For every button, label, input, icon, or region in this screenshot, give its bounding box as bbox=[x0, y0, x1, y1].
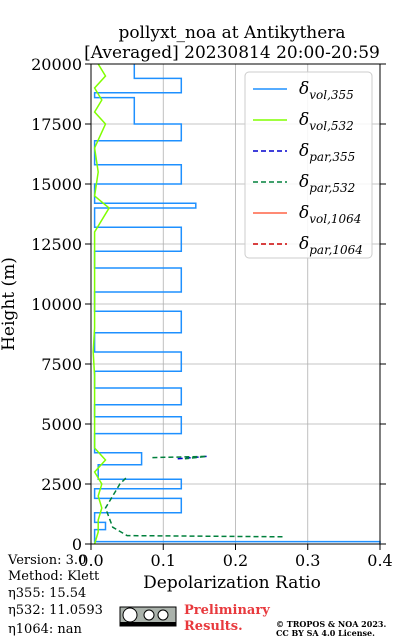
x-tick-label: 0.0 bbox=[78, 551, 103, 570]
y-tick-label: 20000 bbox=[31, 55, 82, 74]
legend-label: δvol,355 bbox=[299, 79, 354, 102]
note: η355: 15.54 bbox=[8, 586, 86, 601]
note: η1064: nan bbox=[8, 622, 83, 637]
note: η532: 11.0593 bbox=[8, 603, 103, 618]
legend-label: δvol,1064 bbox=[299, 203, 361, 226]
y-tick-label: 17500 bbox=[31, 115, 82, 134]
note: Version: 3.0 bbox=[7, 553, 86, 568]
legend-box bbox=[244, 71, 373, 259]
legend-label: δpar,532 bbox=[299, 172, 355, 195]
legend: δvol,355 δvol,532 δpar,355 δpar,532 δvol,106… bbox=[244, 71, 373, 259]
x-axis-label: Depolarization Ratio bbox=[143, 573, 321, 593]
preliminary-label: Preliminary bbox=[184, 603, 270, 618]
y-axis-label: Height (m) bbox=[0, 257, 19, 351]
x-tick-label: 0.1 bbox=[151, 551, 176, 570]
y-tick-label: 12500 bbox=[31, 235, 82, 254]
y-tick-label: 7500 bbox=[41, 355, 82, 374]
x-tick-label: 0.2 bbox=[223, 551, 248, 570]
profile-line bbox=[92, 63, 111, 545]
note: Method: Klett bbox=[8, 569, 100, 584]
x-tick-label: 0.4 bbox=[367, 551, 392, 570]
plot-frame bbox=[90, 63, 381, 545]
profile-line bbox=[104, 455, 283, 538]
x-tick-label: 0.3 bbox=[295, 551, 320, 570]
cc-logo bbox=[119, 606, 177, 627]
y-tick-label: 0 bbox=[72, 535, 82, 554]
chart-title: pollyxt_noa at Antikythera bbox=[118, 23, 345, 43]
y-tick-label: 15000 bbox=[31, 175, 82, 194]
y-tick-label: 2500 bbox=[41, 475, 82, 494]
legend-label: δpar,1064 bbox=[299, 234, 363, 257]
legend-label: δpar,355 bbox=[299, 141, 355, 164]
y-tick-label: 5000 bbox=[41, 415, 82, 434]
preliminary-label: Results. bbox=[184, 619, 243, 634]
profile-line bbox=[93, 64, 381, 544]
copyright: © TROPOS & NOA 2023. bbox=[276, 619, 386, 629]
y-tick-label: 10000 bbox=[31, 295, 82, 314]
chart-subtitle: [Averaged] 20230814 20:00-20:59 bbox=[84, 43, 380, 63]
legend-label: δvol,532 bbox=[299, 110, 354, 133]
copyright: CC BY SA 4.0 License. bbox=[276, 628, 375, 638]
